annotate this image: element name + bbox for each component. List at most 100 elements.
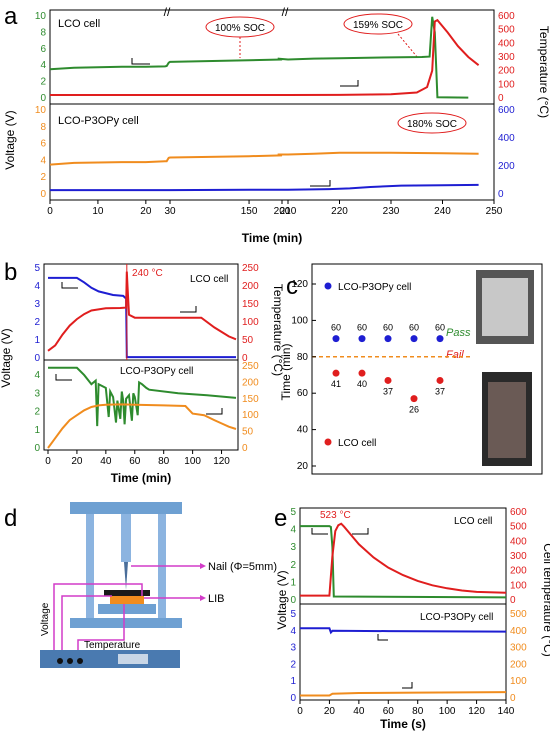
panel-a-x-tick-label: 240 <box>434 206 451 217</box>
scatter-point-label: 60 <box>331 323 341 333</box>
panel-a-top-right-tick: 600 <box>498 11 515 22</box>
panel-b-chart: LCO cell LCO-P3OPy cell 240 °C Voltage (… <box>0 263 285 485</box>
lco-temperature-line <box>47 271 237 352</box>
lib-pointer-arrow <box>200 595 206 601</box>
scatter-point <box>436 335 444 343</box>
panel-c-y-label: Time (min) <box>279 344 293 401</box>
lco-voltage-line <box>49 16 469 99</box>
panel-b-top-right-tick: 0 <box>242 353 248 364</box>
panel-a-bottom-left-tick: 0 <box>40 189 46 200</box>
panel-e-bottom-right-tick: 400 <box>510 626 527 637</box>
nail-tester-left-pillar <box>86 514 94 618</box>
panel-label-e: e <box>274 505 287 532</box>
panel-b-bottom-title: LCO-P3OPy cell <box>120 366 193 377</box>
p3opy-voltage-line <box>300 627 507 635</box>
panel-e-arrow-voltage-bottom <box>377 634 388 641</box>
panel-a-x-tick-label: 230 <box>383 206 400 217</box>
panel-e-bottom-title: LCO-P3OPy cell <box>420 612 493 623</box>
panel-b-bottom-right-tick: 150 <box>242 394 259 405</box>
scatter-point <box>384 376 392 384</box>
temperature-lead <box>77 604 125 650</box>
panel-a-bottom-right-tick: 400 <box>498 133 515 144</box>
panel-b-bottom-frame <box>43 359 239 451</box>
panel-e-top-left-tick: 0 <box>290 595 296 606</box>
panel-e-bottom-right-tick: 200 <box>510 659 527 670</box>
panel-c-legend-red-marker <box>324 438 332 446</box>
panel-b-x-tick-label: 120 <box>213 456 230 467</box>
panel-b-bottom-right-tick: 100 <box>242 410 259 421</box>
panel-a-bottom-left-tick: 2 <box>40 172 46 183</box>
panel-a-x-tick-label: 0 <box>47 206 53 217</box>
panel-a-annot-180soc: 180% SOC <box>407 119 457 130</box>
panel-b-top-left-tick: 0 <box>34 353 40 364</box>
panel-e-top-right-tick: 0 <box>510 595 516 606</box>
panel-e-bottom-left-tick: 1 <box>290 676 296 687</box>
scatter-point-label: 41 <box>331 379 341 389</box>
panel-a-180soc-ellipse <box>397 112 467 134</box>
panel-a-chart: LCO cell LCO-P3OPy cell Voltage (V) Temp… <box>3 5 550 245</box>
panel-c-y-tick-label: 80 <box>297 352 309 363</box>
p3opy-voltage-line <box>49 151 479 166</box>
panel-c-y-tick-label: 120 <box>291 279 308 290</box>
panel-e-x-label: Time (s) <box>380 717 426 731</box>
scatter-point <box>384 335 392 343</box>
panel-b-bottom-right-tick: 50 <box>242 427 254 438</box>
panel-e-top-right-tick: 400 <box>510 536 527 547</box>
panel-e-x-tick-label: 120 <box>468 706 485 717</box>
panel-c-fail-label: Fail <box>446 349 464 361</box>
panel-a-annot-100soc: 100% SOC <box>215 23 265 34</box>
panel-c-y-tick-label: 40 <box>297 425 309 436</box>
panel-a-159soc-ellipse <box>343 13 413 35</box>
panel-a-bottom-left-tick: 8 <box>40 122 46 133</box>
panel-a-arrow-temp <box>340 80 359 87</box>
panel-a-bottom-title: LCO-P3OPy cell <box>58 115 139 127</box>
diagram-label-lib: LIB <box>208 593 225 605</box>
panel-e-top-right-tick: 600 <box>510 507 527 518</box>
panel-e-arrow-temp <box>352 528 369 535</box>
panel-a-axis-break: // <box>164 5 171 19</box>
panel-e-bottom-right-tick: 0 <box>510 693 516 704</box>
nail-tester-top-plate <box>70 502 182 514</box>
panel-a-arrow-voltage <box>131 58 150 65</box>
panel-a-top-right-tick: 100 <box>498 79 515 90</box>
diagram-label-temperature: Temperature <box>84 640 141 651</box>
lib-cell <box>110 596 144 604</box>
lco-voltage-line <box>300 525 507 599</box>
scatter-point <box>332 369 340 377</box>
panel-b-arrow-temp-bottom <box>206 408 223 415</box>
scatter-point <box>358 369 366 377</box>
panel-e-top-right-tick: 100 <box>510 580 527 591</box>
panel-a-top-right-tick: 200 <box>498 66 515 77</box>
panel-e-top-title: LCO cell <box>454 516 492 527</box>
panel-a-x-tick-label: 150 <box>241 206 258 217</box>
p3opy-temperature-line <box>300 691 507 697</box>
nail-icon <box>124 562 128 590</box>
panel-a-159soc-pointer <box>397 33 419 59</box>
panel-label-c: c <box>286 273 298 300</box>
panel-b-y-right-label: Temperature (°C) <box>271 284 285 376</box>
panel-c-frame <box>311 263 543 475</box>
panel-e-chart: LCO cell LCO-P3OPy cell 523 °C Voltage (… <box>275 507 550 731</box>
panel-e-bottom-left-tick: 0 <box>290 693 296 704</box>
scatter-point-label: 37 <box>383 386 393 396</box>
panel-b-arrow-voltage <box>61 282 78 289</box>
panel-a-bottom-right-tick: 200 <box>498 161 515 172</box>
panel-e-bottom-right-tick: 300 <box>510 643 527 654</box>
sample-stage <box>98 604 156 614</box>
panel-e-y-left-label: Voltage (V) <box>275 570 289 629</box>
panel-a-x-tick-label: 200 <box>274 206 291 217</box>
panel-e-bottom-left-tick: 2 <box>290 659 296 670</box>
panel-c-y-tick-label: 60 <box>297 388 309 399</box>
panel-b-bottom-left-tick: 2 <box>34 407 40 418</box>
panel-a-x-tick-label: 10 <box>92 206 104 217</box>
panel-e-top-right-tick: 200 <box>510 566 527 577</box>
panel-c-legend-red: LCO cell <box>338 438 376 449</box>
panel-a-bottom-right-tick: 600 <box>498 105 515 116</box>
panel-e-top-left-tick: 5 <box>290 507 296 518</box>
scatter-point <box>436 376 444 384</box>
panel-label-b: b <box>4 259 17 286</box>
panel-e-x-tick-label: 0 <box>297 706 303 717</box>
scatter-point <box>410 335 418 343</box>
panel-a-top-left-tick: 2 <box>40 77 46 88</box>
panel-c-legend-blue: LCO-P3OPy cell <box>338 282 411 293</box>
